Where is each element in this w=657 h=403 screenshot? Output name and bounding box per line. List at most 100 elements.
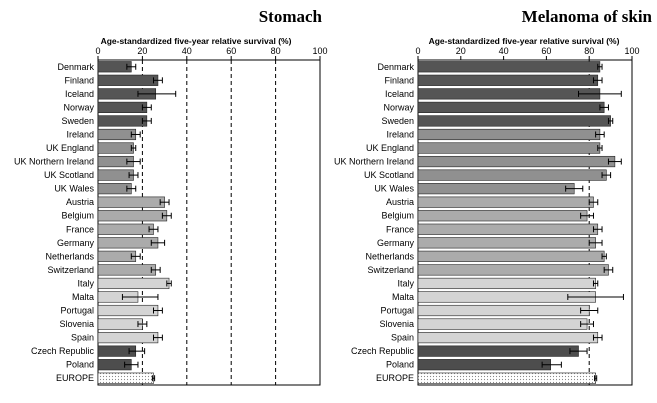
stomach-category-label: Spain bbox=[71, 333, 94, 343]
stomach-error-bar bbox=[153, 334, 163, 341]
stomach-error-bar bbox=[137, 90, 177, 97]
melanoma-error-bar bbox=[592, 334, 603, 341]
stomach-bar bbox=[97, 61, 132, 73]
stomach-error-bar bbox=[128, 172, 139, 179]
melanoma-error-bar bbox=[599, 104, 609, 111]
stomach-error-bar bbox=[137, 321, 148, 328]
melanoma-error-bar bbox=[607, 158, 622, 165]
stomach-error-bar bbox=[159, 199, 170, 206]
melanoma-x-tick-label: 100 bbox=[624, 46, 639, 56]
stomach-x-axis-ticks: 0 20 40 60 80 100 bbox=[95, 46, 328, 60]
melanoma-bar bbox=[417, 345, 579, 357]
melanoma-error-bar bbox=[597, 63, 603, 70]
stomach-category-labels: Denmark Finland Iceland Norway Sweden Ireland… bbox=[14, 62, 95, 383]
melanoma-category-label: Denmark bbox=[377, 62, 414, 72]
melanoma-category-label: Slovenia bbox=[379, 319, 414, 329]
melanoma-bar bbox=[417, 318, 588, 330]
stomach-bar bbox=[97, 128, 137, 141]
melanoma-error-bar bbox=[541, 361, 562, 368]
stomach-category-label: Sweden bbox=[61, 116, 94, 126]
melanoma-bar bbox=[417, 372, 596, 384]
melanoma-error-bar bbox=[594, 375, 598, 382]
melanoma-x-tick-label: 0 bbox=[415, 46, 420, 56]
melanoma-error-bar bbox=[607, 117, 614, 124]
stomach-error-bar bbox=[148, 226, 159, 233]
melanoma-bar bbox=[417, 142, 601, 154]
stomach-category-label: UK Northern Ireland bbox=[14, 157, 94, 167]
melanoma-category-label: Switzerland bbox=[367, 265, 414, 275]
melanoma-bar bbox=[417, 115, 611, 127]
melanoma-category-label: UK England bbox=[366, 143, 414, 153]
melanoma-bar bbox=[417, 210, 588, 222]
stomach-chart-title: Stomach bbox=[259, 7, 323, 26]
stomach-x-tick-label: 20 bbox=[137, 46, 147, 56]
melanoma-bar bbox=[417, 196, 594, 208]
stomach-bar bbox=[97, 101, 148, 113]
melanoma-error-bar bbox=[580, 212, 594, 219]
stomach-bar bbox=[97, 115, 148, 127]
melanoma-error-bar bbox=[578, 90, 622, 97]
stomach-error-bar bbox=[121, 293, 159, 300]
melanoma-plot-area bbox=[417, 59, 633, 386]
melanoma-bar bbox=[417, 264, 609, 276]
stomach-category-label: Ireland bbox=[66, 129, 94, 139]
stomach-x-tick-label: 0 bbox=[95, 46, 100, 56]
melanoma-category-label: UK Wales bbox=[374, 184, 414, 194]
stomach-category-label: Poland bbox=[66, 360, 94, 370]
stomach-bar bbox=[97, 74, 159, 86]
melanoma-error-bar bbox=[601, 172, 612, 179]
stomach-category-label: UK Wales bbox=[54, 184, 94, 194]
melanoma-plot-frame bbox=[417, 59, 633, 386]
melanoma-error-bar bbox=[588, 239, 603, 246]
stomach-category-label: Denmark bbox=[57, 62, 94, 72]
melanoma-category-label: Poland bbox=[386, 360, 414, 370]
melanoma-category-label: Italy bbox=[397, 278, 414, 288]
stomach-category-label: UK England bbox=[46, 143, 94, 153]
stomach-category-label: Germany bbox=[57, 238, 95, 248]
melanoma-bar bbox=[417, 250, 605, 262]
melanoma-error-bar bbox=[601, 253, 607, 260]
melanoma-category-label: France bbox=[386, 224, 414, 234]
melanoma-category-labels: Denmark Finland Iceland Norway Sweden Ireland… bbox=[334, 62, 415, 383]
stomach-bar bbox=[97, 169, 134, 181]
melanoma-category-label: Finland bbox=[384, 75, 414, 85]
stomach-bar bbox=[97, 332, 159, 344]
stomach-bar bbox=[97, 264, 157, 276]
melanoma-category-label: Ireland bbox=[386, 129, 414, 139]
melanoma-bar bbox=[417, 237, 596, 249]
stomach-category-label: Slovenia bbox=[59, 319, 94, 329]
stomach-error-bar bbox=[153, 307, 163, 314]
melanoma-bar bbox=[417, 128, 601, 141]
stomach-bar bbox=[97, 372, 154, 384]
melanoma-error-bar bbox=[565, 185, 584, 192]
melanoma-panel: Melanoma of skin Age-standardized five-y… bbox=[334, 7, 653, 386]
stomach-error-bar bbox=[126, 63, 137, 70]
melanoma-bar bbox=[417, 183, 575, 195]
melanoma-category-label: Belgium bbox=[381, 211, 414, 221]
stomach-category-label: EUROPE bbox=[56, 373, 94, 383]
stomach-plot-frame bbox=[97, 59, 321, 386]
melanoma-error-bar bbox=[592, 280, 599, 287]
melanoma-category-label: EUROPE bbox=[376, 373, 414, 383]
melanoma-bar bbox=[417, 332, 599, 344]
melanoma-category-label: Spain bbox=[391, 333, 414, 343]
melanoma-bar bbox=[417, 61, 601, 73]
stomach-error-bar bbox=[126, 158, 141, 165]
stomach-bar bbox=[97, 250, 137, 262]
melanoma-category-label: Czech Republic bbox=[351, 346, 415, 356]
melanoma-bar bbox=[417, 169, 607, 181]
melanoma-chart-title: Melanoma of skin bbox=[522, 7, 653, 26]
melanoma-error-bar bbox=[592, 226, 603, 233]
stomach-x-tick-label: 80 bbox=[271, 46, 281, 56]
stomach-error-bar bbox=[150, 266, 161, 273]
melanoma-category-label: Sweden bbox=[381, 116, 414, 126]
stomach-panel: Stomach Age-standardized five-year relat… bbox=[14, 7, 328, 386]
stomach-error-bar bbox=[128, 348, 146, 355]
stomach-category-label: Italy bbox=[77, 278, 94, 288]
stomach-error-bar bbox=[141, 104, 152, 111]
stomach-error-bar bbox=[166, 280, 172, 287]
stomach-error-bar bbox=[130, 253, 141, 260]
stomach-category-label: Iceland bbox=[65, 89, 94, 99]
melanoma-error-bar bbox=[603, 266, 614, 273]
